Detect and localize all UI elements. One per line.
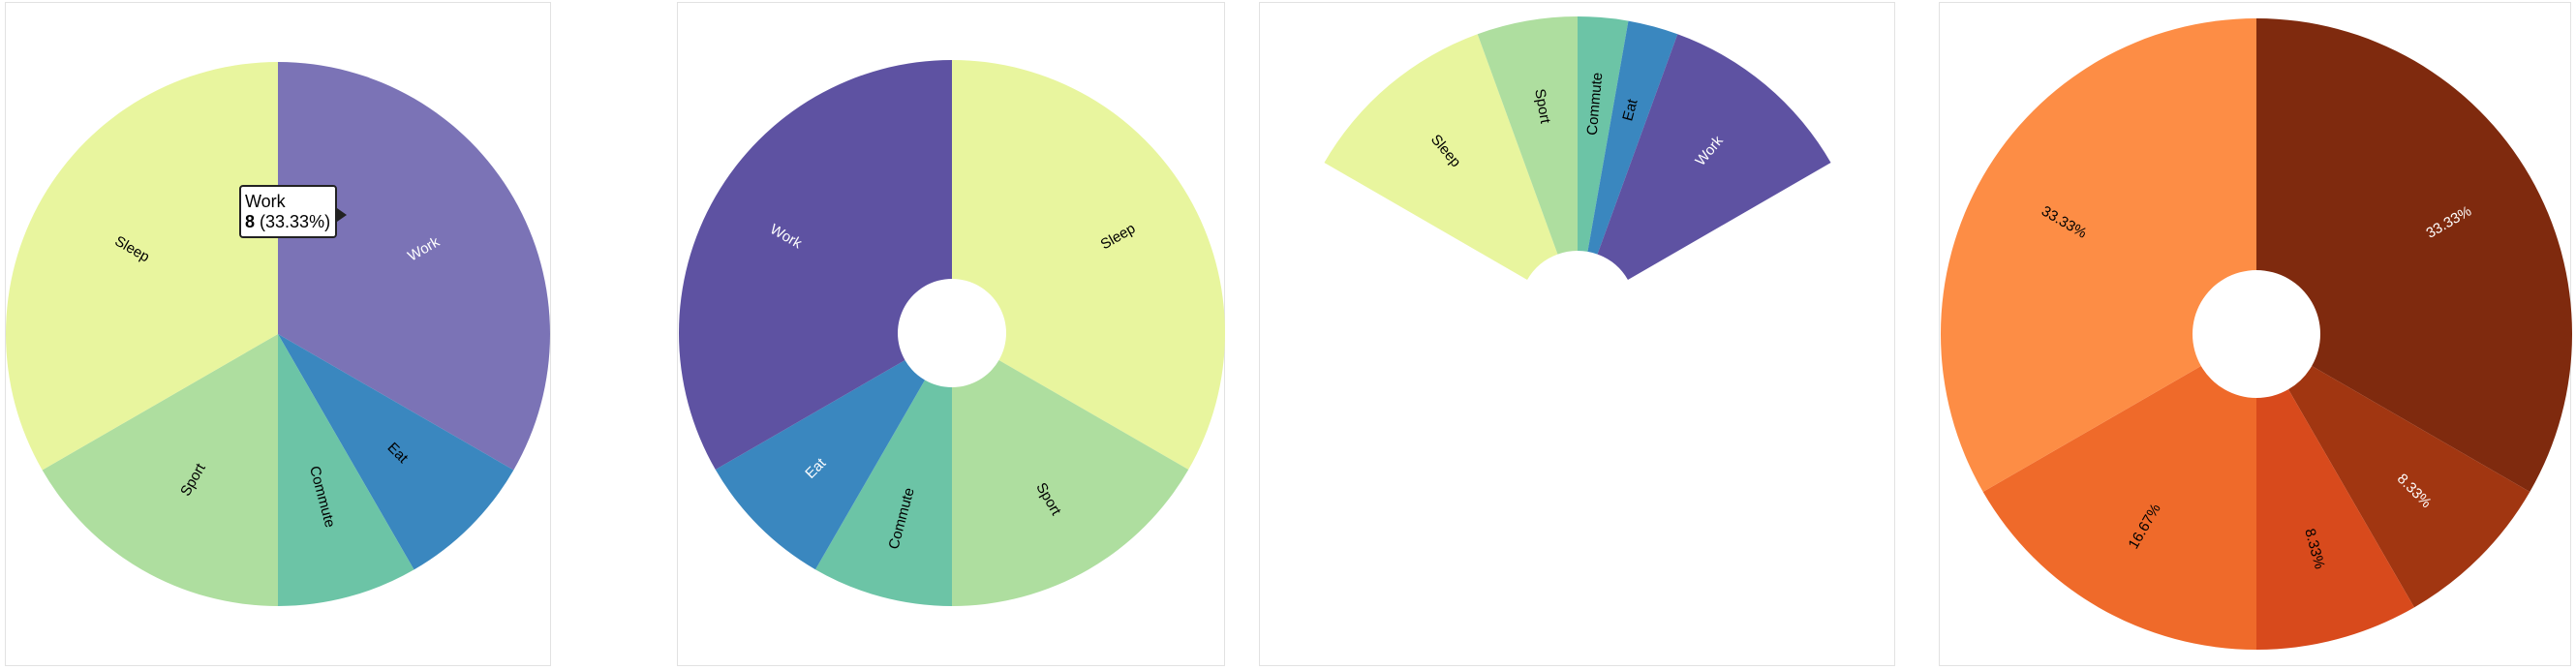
tooltip-series-name: Work bbox=[245, 192, 286, 211]
pie-slice-2[interactable] bbox=[952, 360, 1189, 606]
tooltip-arrow-icon bbox=[337, 208, 347, 222]
pie-slice-2[interactable] bbox=[1477, 16, 1578, 255]
tooltip-percent: (33.33%) bbox=[260, 212, 331, 231]
pie-slice-4[interactable] bbox=[42, 334, 278, 606]
tooltip-value-row: 8 (33.33%) bbox=[245, 212, 330, 232]
donut-chart-4: 33.33%8.33%8.33%16.67%33.33% bbox=[1941, 18, 2572, 650]
pie-slice-1[interactable] bbox=[952, 60, 1225, 470]
chart-tooltip: Work 8 (33.33%) bbox=[239, 185, 338, 238]
slice-label-2: Sport bbox=[1531, 88, 1553, 126]
tooltip-value: 8 bbox=[245, 212, 256, 231]
pie-slice-5[interactable] bbox=[1941, 18, 2256, 492]
pie-slice-1[interactable] bbox=[1324, 34, 1558, 280]
pie-chart-panel-1: Work Eat Commute Sport Sleep Work 8 (33.33%) bbox=[5, 2, 551, 666]
pie-slice-5[interactable] bbox=[1597, 34, 1831, 280]
donut-chart-panel-2: Sleep Sport Commute Eat Work bbox=[677, 2, 1225, 666]
pie-slice-1[interactable] bbox=[278, 62, 550, 471]
pie-slice-3[interactable] bbox=[815, 380, 952, 606]
pie-slice-1[interactable] bbox=[2256, 18, 2572, 492]
pie-slice-4[interactable] bbox=[1587, 20, 1678, 255]
pie-slice-4[interactable] bbox=[715, 360, 925, 570]
pie-slice-2[interactable] bbox=[278, 334, 514, 570]
slice-label-4: Eat bbox=[1619, 97, 1641, 123]
pie-slice-2[interactable] bbox=[2288, 366, 2530, 608]
donut-chart-panel-4: 33.33% 8.33% 8.33% 16.67% 33.33% bbox=[1939, 2, 2572, 666]
pie-slice-5[interactable] bbox=[679, 60, 952, 470]
half-donut-chart-panel-3: Sleep Sport Commute Eat Work bbox=[1259, 2, 1895, 666]
slice-label-3: Commute bbox=[1584, 72, 1607, 136]
pie-slice-3[interactable] bbox=[1578, 16, 1629, 252]
pie-slice-5[interactable] bbox=[6, 62, 278, 471]
pie-slice-3[interactable] bbox=[278, 334, 414, 606]
pie-slice-3[interactable] bbox=[2256, 389, 2414, 650]
pie-slice-4[interactable] bbox=[1982, 366, 2256, 650]
